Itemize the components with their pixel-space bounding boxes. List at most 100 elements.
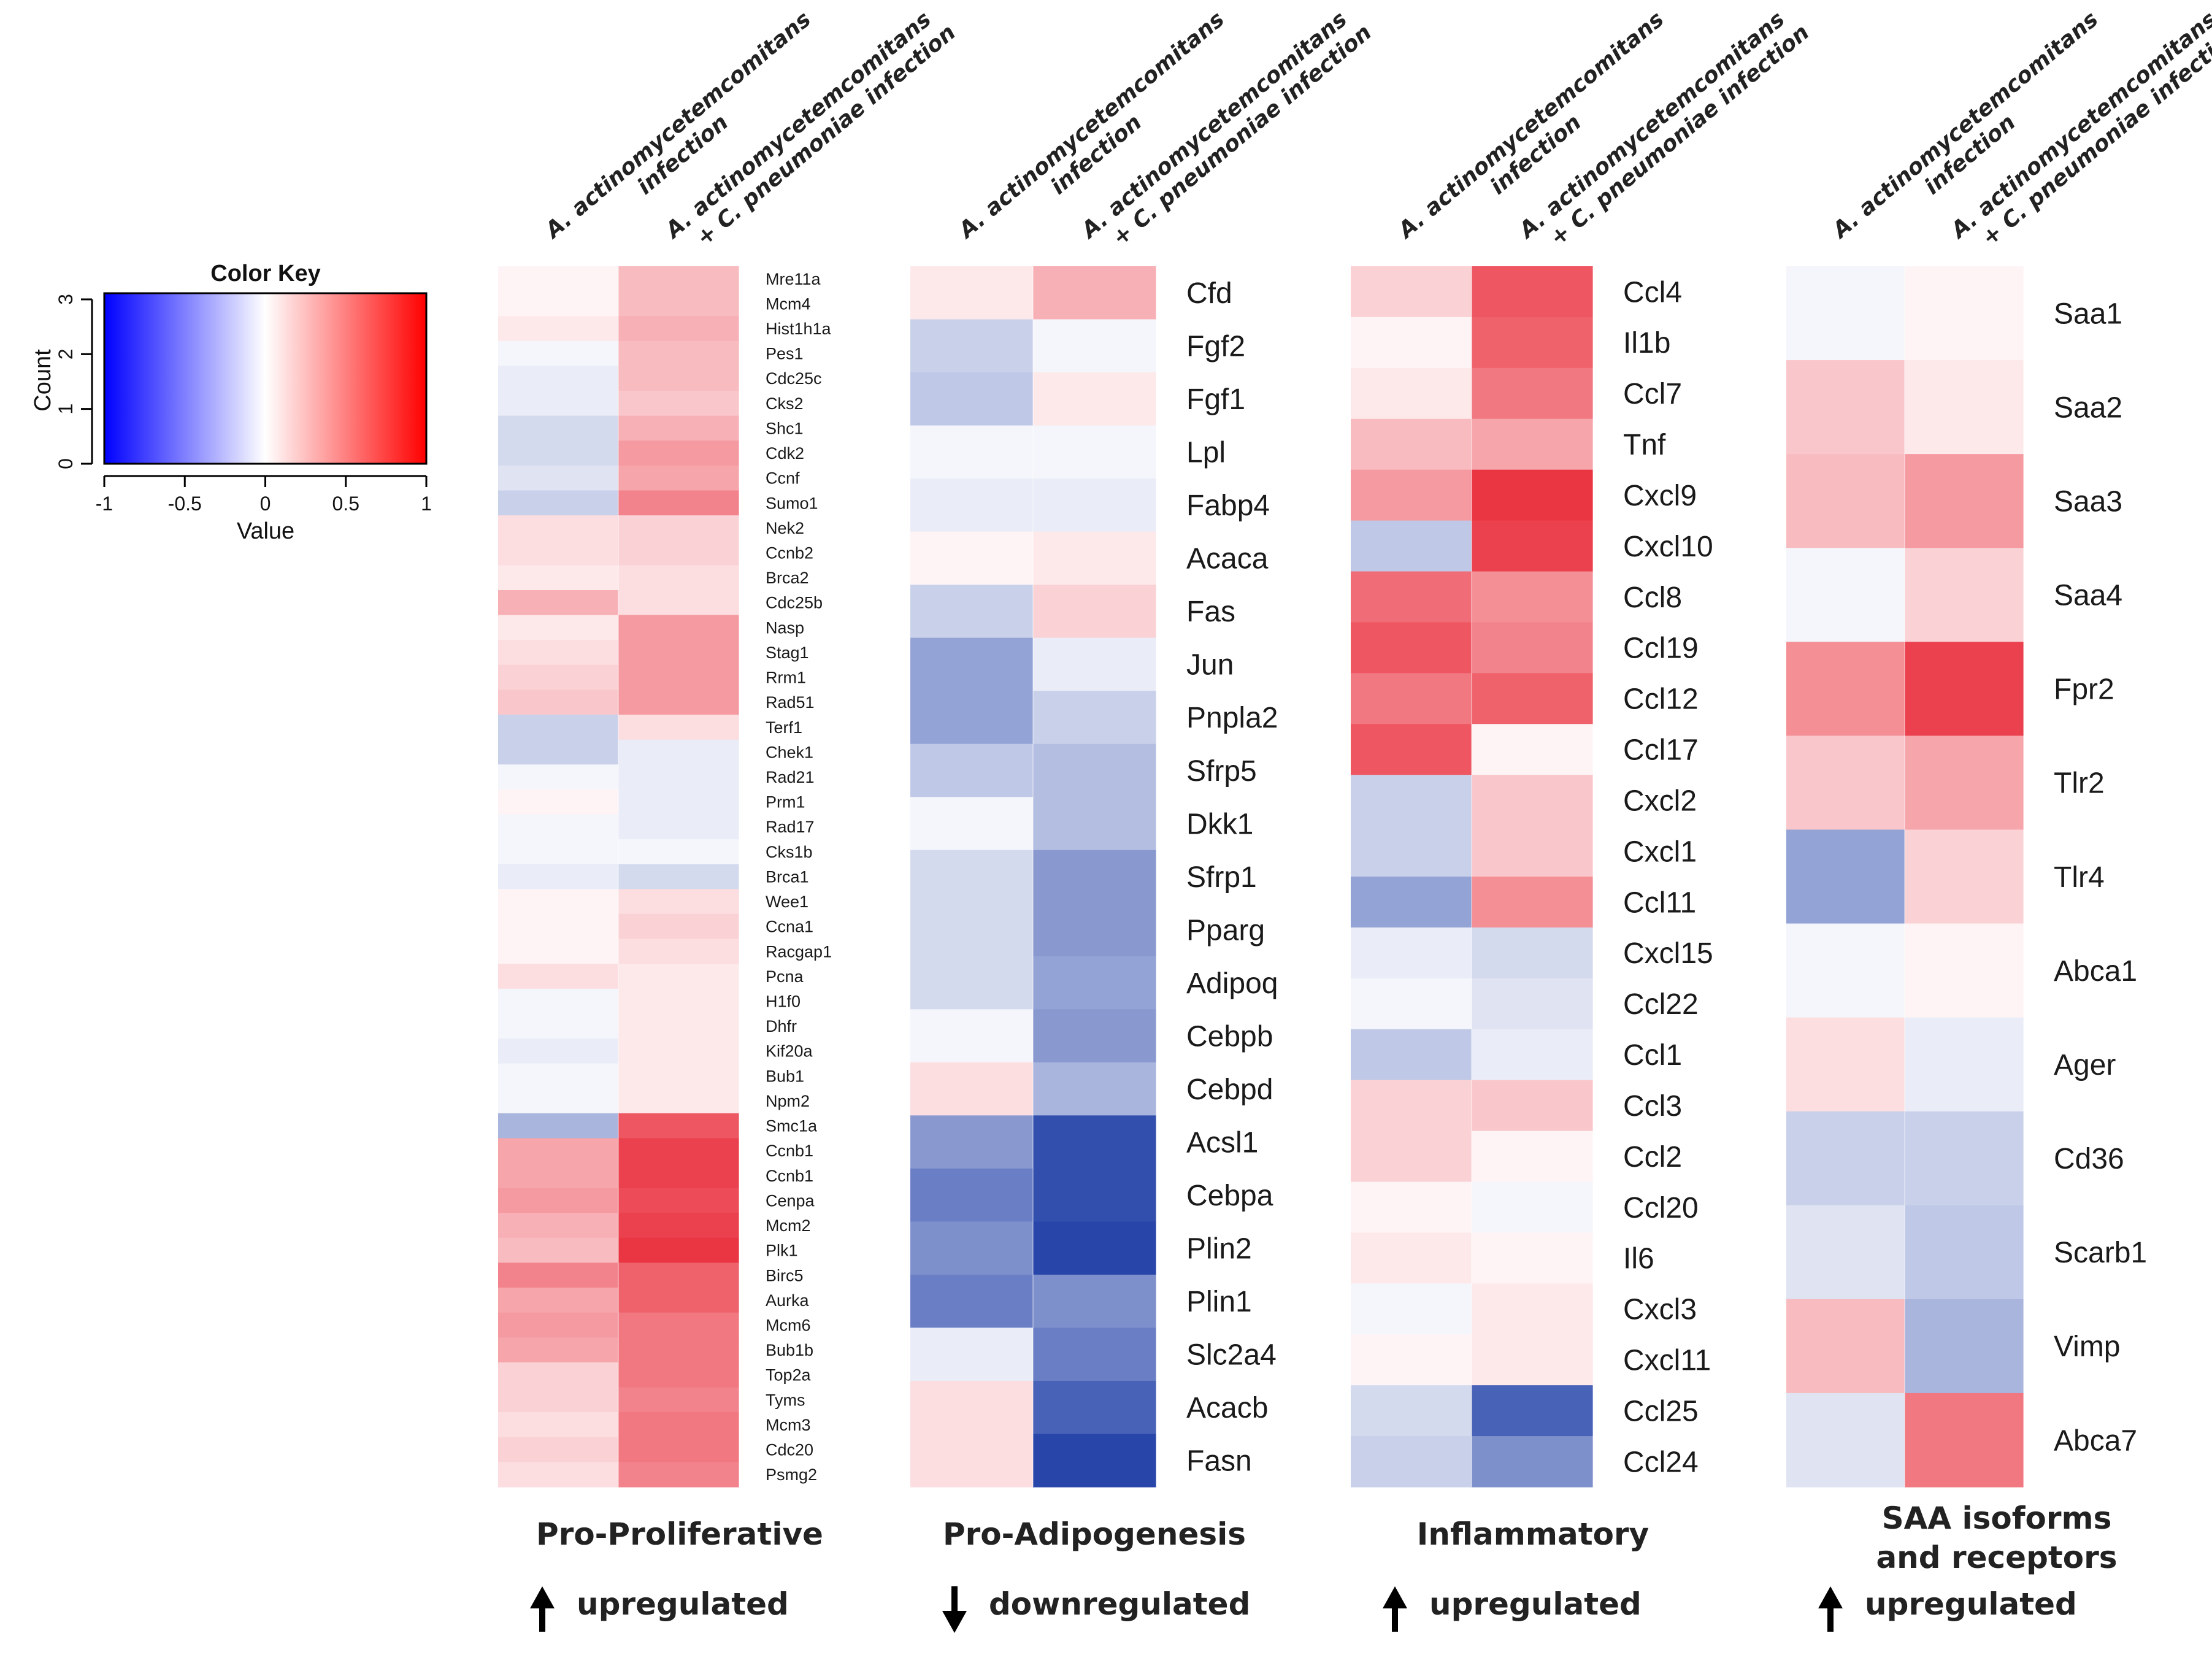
- heatmap-cell: [1905, 266, 2024, 361]
- gene-label: Il6: [1623, 1243, 1654, 1275]
- gene-label: Pparg: [1186, 914, 1265, 947]
- panel-title: Inflammatory: [1417, 1516, 1649, 1552]
- color-key-y-tick-label: 3: [55, 294, 77, 305]
- heatmap-cell: [498, 1337, 619, 1363]
- gene-label: Ccl22: [1623, 988, 1699, 1021]
- heatmap-cell: [618, 1013, 739, 1039]
- gene-label: Ccl12: [1623, 683, 1699, 716]
- heatmap-cell: [910, 1434, 1034, 1488]
- heatmap-cell: [1033, 585, 1156, 639]
- heatmap-cell: [1033, 1115, 1156, 1169]
- heatmap-cell: [498, 1312, 619, 1338]
- gene-label: Tlr2: [2054, 767, 2105, 800]
- heatmap-cell: [618, 1188, 739, 1213]
- heatmap-cell: [1786, 1299, 1905, 1394]
- gene-label: Vimp: [2054, 1331, 2121, 1363]
- heatmap-cell: [618, 1088, 739, 1114]
- arrow-up-icon: [1818, 1586, 1843, 1632]
- arrow-head: [1818, 1586, 1843, 1608]
- gene-label: Cdc20: [766, 1441, 813, 1459]
- heatmap-cell: [1472, 418, 1593, 470]
- heatmap-cell: [1472, 1131, 1593, 1183]
- heatmap-cell: [910, 850, 1034, 904]
- heatmap-cell: [1033, 1327, 1156, 1381]
- heatmap-cell: [1472, 571, 1593, 623]
- gene-label: Hist1h1a: [766, 320, 832, 338]
- heatmap-cell: [1351, 266, 1472, 318]
- heatmap-cell: [618, 1387, 739, 1413]
- heatmap-cell: [1472, 469, 1593, 521]
- heatmap-cell: [1033, 266, 1156, 320]
- heatmap-cell: [910, 1274, 1034, 1329]
- heatmap-cell: [498, 889, 619, 915]
- heatmap-cell: [910, 1115, 1034, 1169]
- heatmap-cell: [1472, 775, 1593, 826]
- gene-label: Ccl19: [1623, 632, 1699, 665]
- gene-label: Terf1: [766, 718, 802, 737]
- heatmap-cell: [618, 1113, 739, 1139]
- heatmap-cell: [1351, 367, 1472, 420]
- heatmap-cell: [1472, 1080, 1593, 1132]
- gene-label: Cks1b: [766, 843, 813, 861]
- gene-label: Cxcl9: [1623, 480, 1697, 512]
- heatmap-cell: [910, 797, 1034, 851]
- arrow-head: [942, 1611, 967, 1633]
- heatmap-cell: [1351, 1131, 1472, 1183]
- heatmap-cell: [1786, 642, 1905, 736]
- heatmap-cell: [1786, 1392, 1905, 1488]
- heatmap-cell: [1472, 520, 1593, 572]
- gene-label: Cebpa: [1186, 1180, 1273, 1212]
- color-key-y-tick-label: 1: [55, 404, 77, 415]
- heatmap-cell: [498, 1262, 619, 1288]
- color-key-y-tick-label: 0: [55, 458, 77, 469]
- heatmap-cell: [618, 1362, 739, 1388]
- heatmap-cell: [618, 1288, 739, 1313]
- heatmap-panel-4: Saa1 Saa2 Saa3 Saa4 Fpr2 Tlr2 Tlr4 Abca1 Ager Cd3…: [1786, 7, 2212, 1632]
- heatmap-cell: [1786, 1111, 1905, 1206]
- color-key-x-ticks: -1 -0.5 0 0.5 1: [96, 476, 432, 515]
- heatmap-cell: [498, 640, 619, 666]
- gene-label: Saa2: [2054, 391, 2122, 424]
- color-key-xlabel: Value: [237, 518, 294, 544]
- heatmap-cell: [1351, 1080, 1472, 1132]
- gene-label: Ccl7: [1623, 378, 1682, 410]
- column-header-line: A. actinomycetemcomitans: [953, 7, 1229, 244]
- gene-label: Plin1: [1186, 1286, 1252, 1318]
- heatmap-cell: [910, 1327, 1034, 1381]
- regulation-label: upregulated: [577, 1586, 789, 1622]
- heatmap-cell: [498, 1213, 619, 1239]
- panel-title: Pro-Adipogenesis: [943, 1516, 1246, 1552]
- heatmap-cell: [1033, 319, 1156, 373]
- gene-label: Bub1b: [766, 1341, 813, 1359]
- heatmap-cell: [1351, 724, 1472, 775]
- gene-label: Tyms: [766, 1391, 805, 1409]
- gene-label: Cxcl3: [1623, 1294, 1697, 1326]
- gene-label: Pes1: [766, 345, 804, 363]
- heatmap-cell: [498, 1362, 619, 1388]
- heatmap-cell: [498, 465, 619, 491]
- heatmap-cell: [618, 789, 739, 815]
- heatmap-cell: [1905, 923, 2024, 1018]
- gene-label: Acacb: [1186, 1392, 1268, 1424]
- gene-label: Cebpb: [1186, 1020, 1273, 1053]
- gene-label: Rad17: [766, 818, 815, 836]
- heatmap-cell: [618, 465, 739, 491]
- gene-label: Acaca: [1186, 543, 1269, 575]
- heatmap-cell: [618, 415, 739, 441]
- gene-label: Kif20a: [766, 1042, 813, 1061]
- gene-label: Cd36: [2054, 1143, 2124, 1175]
- gene-label: Ccnf: [766, 469, 800, 488]
- heatmap-cell: [910, 691, 1034, 745]
- heatmap-cell: [498, 415, 619, 441]
- gene-label: Aurka: [766, 1291, 810, 1310]
- heatmap-cell: [1786, 266, 1905, 361]
- heatmap-cell: [1905, 735, 2024, 831]
- color-key-x-tick-label: -0.5: [168, 493, 202, 515]
- heatmap-cell: [1472, 1181, 1593, 1234]
- gene-label: Racgap1: [766, 942, 832, 961]
- heatmap-cell: [498, 615, 619, 640]
- gene-label: Fasn: [1186, 1445, 1252, 1478]
- heatmap-cell: [498, 1163, 619, 1189]
- heatmap-cell: [618, 366, 739, 391]
